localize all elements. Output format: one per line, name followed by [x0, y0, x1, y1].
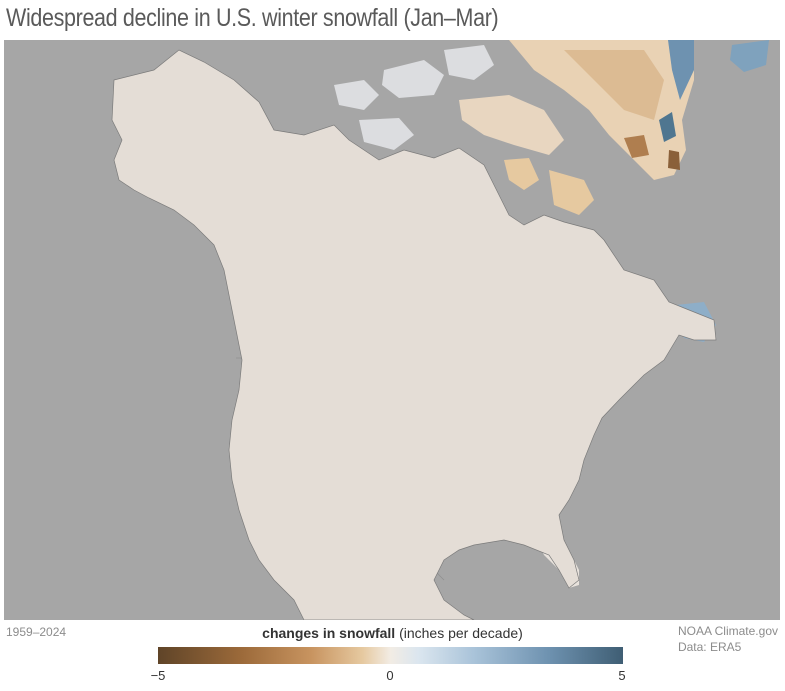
- gulf-of-mexico: [436, 540, 564, 620]
- legend-mid-label: 0: [386, 668, 394, 683]
- iceland: [730, 40, 769, 72]
- legend-title-units: (inches per decade): [395, 625, 523, 641]
- credit: NOAA Climate.gov Data: ERA5: [678, 623, 778, 655]
- legend-title: changes in snowfall (inches per decade): [0, 625, 785, 641]
- period-label: 1959–2024: [6, 625, 67, 639]
- legend-title-bold: changes in snowfall: [262, 625, 396, 641]
- legend-min-label: −5: [150, 668, 166, 683]
- legend-max-label: 5: [618, 668, 626, 683]
- arctic-archipelago: [334, 45, 594, 215]
- snowfall-change-map: [4, 40, 780, 620]
- greenland: [509, 40, 694, 180]
- map-title: Widespread decline in U.S. winter snowfa…: [6, 4, 499, 32]
- credit-source: NOAA Climate.gov: [677, 624, 778, 638]
- color-scale-bar: [158, 647, 623, 664]
- credit-data: Data: ERA5: [677, 640, 742, 654]
